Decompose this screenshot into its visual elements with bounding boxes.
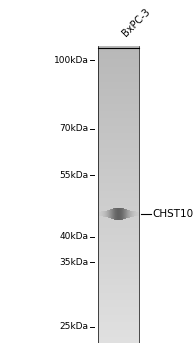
Text: 25kDa: 25kDa <box>60 322 89 331</box>
Text: BxPC-3: BxPC-3 <box>121 6 152 38</box>
Text: 55kDa: 55kDa <box>59 171 89 180</box>
Text: CHST10: CHST10 <box>152 209 194 219</box>
Text: 40kDa: 40kDa <box>60 232 89 241</box>
Text: 35kDa: 35kDa <box>59 258 89 267</box>
Text: 100kDa: 100kDa <box>54 56 89 65</box>
Text: 70kDa: 70kDa <box>59 124 89 133</box>
